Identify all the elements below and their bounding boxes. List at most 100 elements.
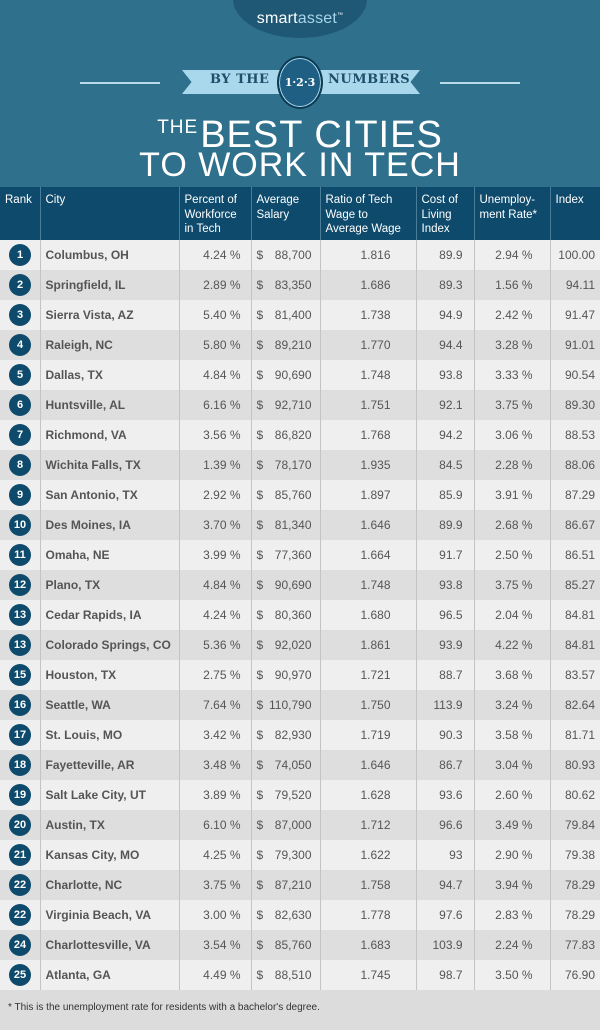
salary-value: 85,760 xyxy=(274,938,312,952)
city-cell: Huntsville, AL xyxy=(39,390,179,420)
index-cell: 100.00 xyxy=(549,240,600,270)
unemployment-cell: 3.33 % xyxy=(473,360,550,390)
rank-badge: 12 xyxy=(9,574,31,596)
salary-value: 74,050 xyxy=(274,758,312,772)
unemployment-cell: 2.90 % xyxy=(473,840,550,870)
ratio-cell: 1.751 xyxy=(319,390,416,420)
percent-cell: 3.48 % xyxy=(178,750,251,780)
rank-cell: 19 xyxy=(0,780,40,810)
table-row: 17 St. Louis, MO 3.42 % $82,930 1.719 90.3 3.5… xyxy=(0,720,600,750)
city-cell: Springfield, IL xyxy=(39,270,179,300)
index-cell: 78.29 xyxy=(549,900,600,930)
currency-symbol: $ xyxy=(256,878,264,892)
unemployment-cell: 3.91 % xyxy=(473,480,550,510)
cost-of-living-cell: 89.3 xyxy=(415,270,474,300)
salary-value: 89,210 xyxy=(274,338,312,352)
index-cell: 83.57 xyxy=(549,660,600,690)
salary-value: 86,820 xyxy=(274,428,312,442)
salary-cell: $81,400 xyxy=(250,300,320,330)
city-cell: Cedar Rapids, IA xyxy=(39,600,179,630)
rank-cell: 22 xyxy=(0,900,40,930)
cost-of-living-cell: 93.8 xyxy=(415,570,474,600)
header-average-salary: Average Salary xyxy=(250,187,320,240)
currency-symbol: $ xyxy=(256,818,264,832)
city-cell: Fayetteville, AR xyxy=(39,750,179,780)
salary-value: 85,760 xyxy=(274,488,312,502)
percent-cell: 6.16 % xyxy=(178,390,251,420)
index-cell: 82.64 xyxy=(549,690,600,720)
rank-cell: 21 xyxy=(0,840,40,870)
table-row: 21 Kansas City, MO 4.25 % $79,300 1.622 93 2.9… xyxy=(0,840,600,870)
rank-badge: 18 xyxy=(9,754,31,776)
ratio-cell: 1.861 xyxy=(319,630,416,660)
index-cell: 84.81 xyxy=(549,600,600,630)
salary-value: 79,300 xyxy=(274,848,312,862)
salary-value: 92,710 xyxy=(274,398,312,412)
index-cell: 80.62 xyxy=(549,780,600,810)
rank-badge: 6 xyxy=(9,394,31,416)
rank-badge: 21 xyxy=(9,844,31,866)
table-row: 13 Cedar Rapids, IA 4.24 % $80,360 1.680 96.5… xyxy=(0,600,600,630)
city-cell: Raleigh, NC xyxy=(39,330,179,360)
ratio-cell: 1.719 xyxy=(319,720,416,750)
salary-cell: $88,510 xyxy=(250,960,320,990)
currency-symbol: $ xyxy=(256,518,264,532)
rank-badge: 4 xyxy=(9,334,31,356)
cost-of-living-cell: 96.6 xyxy=(415,810,474,840)
unemployment-cell: 1.56 % xyxy=(473,270,550,300)
rank-cell: 18 xyxy=(0,750,40,780)
currency-symbol: $ xyxy=(256,248,264,262)
city-cell: Houston, TX xyxy=(39,660,179,690)
salary-cell: $90,690 xyxy=(250,360,320,390)
header-percent-workforce: Percent of Workforce in Tech xyxy=(178,187,251,240)
index-cell: 86.67 xyxy=(549,510,600,540)
table-row: 12 Plano, TX 4.84 % $90,690 1.748 93.8 3.75 % 8… xyxy=(0,570,600,600)
rank-cell: 10 xyxy=(0,510,40,540)
city-cell: Virginia Beach, VA xyxy=(39,900,179,930)
salary-cell: $92,020 xyxy=(250,630,320,660)
cost-of-living-cell: 94.4 xyxy=(415,330,474,360)
cost-of-living-cell: 103.9 xyxy=(415,930,474,960)
ratio-cell: 1.748 xyxy=(319,360,416,390)
currency-symbol: $ xyxy=(256,938,264,952)
rank-cell: 22 xyxy=(0,870,40,900)
city-cell: Kansas City, MO xyxy=(39,840,179,870)
percent-cell: 4.25 % xyxy=(178,840,251,870)
currency-symbol: $ xyxy=(256,728,264,742)
unemployment-cell: 3.94 % xyxy=(473,870,550,900)
percent-cell: 5.80 % xyxy=(178,330,251,360)
cost-of-living-cell: 88.7 xyxy=(415,660,474,690)
header-index: Index xyxy=(549,187,600,240)
percent-cell: 1.39 % xyxy=(178,450,251,480)
rank-badge: 11 xyxy=(9,544,31,566)
percent-cell: 3.56 % xyxy=(178,420,251,450)
logo-text-smart: smart xyxy=(256,10,298,27)
unemployment-cell: 2.68 % xyxy=(473,510,550,540)
ratio-cell: 1.646 xyxy=(319,510,416,540)
percent-cell: 5.36 % xyxy=(178,630,251,660)
rank-cell: 6 xyxy=(0,390,40,420)
currency-symbol: $ xyxy=(256,548,264,562)
cost-of-living-cell: 92.1 xyxy=(415,390,474,420)
cost-of-living-cell: 85.9 xyxy=(415,480,474,510)
salary-cell: $82,630 xyxy=(250,900,320,930)
salary-value: 92,020 xyxy=(274,638,312,652)
table-row: 8 Wichita Falls, TX 1.39 % $78,170 1.935 84.5… xyxy=(0,450,600,480)
table-row: 18 Fayetteville, AR 3.48 % $74,050 1.646 86.7… xyxy=(0,750,600,780)
rank-badge: 20 xyxy=(9,814,31,836)
percent-cell: 3.70 % xyxy=(178,510,251,540)
city-cell: San Antonio, TX xyxy=(39,480,179,510)
percent-cell: 3.75 % xyxy=(178,870,251,900)
percent-cell: 4.49 % xyxy=(178,960,251,990)
rank-badge: 22 xyxy=(9,904,31,926)
salary-value: 78,170 xyxy=(274,458,312,472)
percent-cell: 2.92 % xyxy=(178,480,251,510)
rank-cell: 5 xyxy=(0,360,40,390)
currency-symbol: $ xyxy=(256,398,264,412)
table-row: 11 Omaha, NE 3.99 % $77,360 1.664 91.7 2.50 % 8… xyxy=(0,540,600,570)
city-cell: Atlanta, GA xyxy=(39,960,179,990)
table-row: 22 Charlotte, NC 3.75 % $87,210 1.758 94.7 3.9… xyxy=(0,870,600,900)
currency-symbol: $ xyxy=(256,848,264,862)
salary-cell: $79,520 xyxy=(250,780,320,810)
cost-of-living-cell: 94.2 xyxy=(415,420,474,450)
